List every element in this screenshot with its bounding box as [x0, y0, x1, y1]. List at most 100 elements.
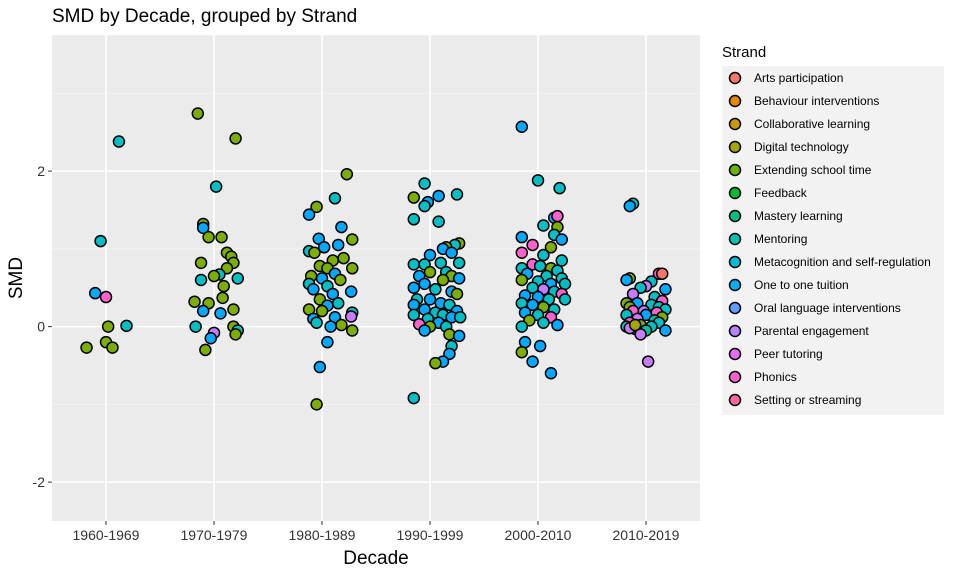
legend-label: Collaborative learning — [754, 117, 870, 131]
data-point — [655, 267, 669, 280]
data-point — [335, 318, 348, 332]
data-points — [80, 107, 672, 411]
data-point — [634, 328, 647, 341]
y-tick-label: 0 — [37, 319, 45, 335]
data-point — [407, 391, 421, 405]
data-point — [429, 356, 442, 370]
legend-key — [728, 94, 742, 108]
data-point — [326, 287, 340, 301]
data-point — [345, 233, 359, 246]
data-point — [443, 347, 456, 361]
data-point — [209, 180, 223, 193]
data-point — [533, 339, 547, 353]
data-point — [335, 220, 348, 234]
data-point — [207, 269, 221, 283]
legend-key-background — [722, 66, 944, 415]
data-point — [189, 320, 202, 333]
data-point — [101, 320, 115, 333]
y-tick-label: 2 — [37, 163, 45, 179]
data-point — [227, 303, 240, 316]
x-tick-label: 2010-2019 — [613, 527, 680, 543]
data-point — [199, 343, 212, 357]
data-point — [551, 209, 564, 223]
data-point — [515, 246, 529, 259]
data-point — [196, 304, 210, 318]
data-point — [515, 230, 529, 244]
data-point — [407, 281, 421, 294]
data-point — [337, 251, 350, 265]
legend-label: One to one tuition — [754, 278, 849, 292]
legend-key — [728, 209, 742, 223]
data-point — [450, 188, 464, 201]
data-point — [331, 297, 345, 310]
data-point — [537, 219, 550, 232]
data-point — [204, 332, 218, 345]
data-point — [515, 320, 529, 333]
data-point — [551, 318, 564, 332]
data-point — [544, 367, 558, 380]
legend-title: Strand — [722, 44, 766, 61]
data-point — [544, 241, 558, 254]
data-point — [418, 199, 431, 213]
data-point — [555, 254, 569, 267]
data-point — [452, 272, 466, 285]
data-point — [537, 316, 550, 329]
data-point — [407, 258, 421, 271]
legend-label: Behaviour interventions — [754, 94, 879, 108]
data-point — [515, 346, 529, 359]
legend-label: Arts participation — [754, 71, 843, 85]
data-point — [623, 199, 637, 213]
data-point — [531, 174, 545, 187]
x-tick-label: 1960-1969 — [73, 527, 140, 543]
chart-title: SMD by Decade, grouped by Strand — [52, 6, 357, 27]
legend-key — [728, 393, 742, 407]
data-point — [310, 316, 323, 329]
legend-key — [728, 117, 742, 131]
y-axis: -2 0 2 — [33, 163, 52, 490]
legend-key — [728, 301, 742, 315]
x-tick-label: 1970-1979 — [181, 527, 248, 543]
data-point — [80, 341, 93, 354]
data-point — [450, 287, 464, 301]
legend-label: Parental engagement — [754, 324, 869, 338]
data-point — [324, 320, 337, 333]
data-point — [315, 304, 329, 318]
legend-key — [728, 232, 742, 246]
legend-key — [728, 140, 742, 154]
data-point — [558, 277, 572, 291]
data-point — [620, 273, 633, 287]
data-point — [334, 273, 347, 287]
x-tick-label: 1990-1999 — [397, 527, 464, 543]
data-point — [453, 311, 467, 324]
legend-label: Peer tutoring — [754, 347, 823, 361]
y-tick-label: -2 — [33, 474, 46, 490]
data-point — [515, 120, 529, 134]
legend-label: Digital technology — [754, 140, 849, 154]
legend: Strand Arts participation Behaviour inter… — [722, 44, 944, 415]
data-point — [229, 132, 242, 145]
data-point — [407, 213, 421, 226]
data-point — [321, 335, 334, 349]
data-point — [313, 360, 327, 374]
data-point — [432, 215, 445, 228]
data-point — [423, 265, 437, 279]
data-point — [194, 256, 208, 270]
data-point — [429, 283, 442, 296]
data-point — [555, 233, 569, 246]
data-point — [307, 283, 320, 296]
data-point — [196, 221, 210, 235]
legend-key — [728, 255, 742, 269]
legend-key — [728, 71, 742, 85]
data-point — [558, 293, 572, 306]
data-point — [345, 262, 359, 275]
data-point — [215, 230, 228, 244]
data-point — [310, 398, 323, 411]
data-point — [328, 192, 342, 205]
data-point — [526, 355, 539, 368]
legend-label: Mentoring — [754, 232, 807, 246]
data-point — [344, 285, 358, 298]
data-point — [407, 191, 421, 204]
data-point — [407, 308, 421, 322]
data-point — [423, 293, 437, 306]
data-point — [214, 307, 227, 320]
